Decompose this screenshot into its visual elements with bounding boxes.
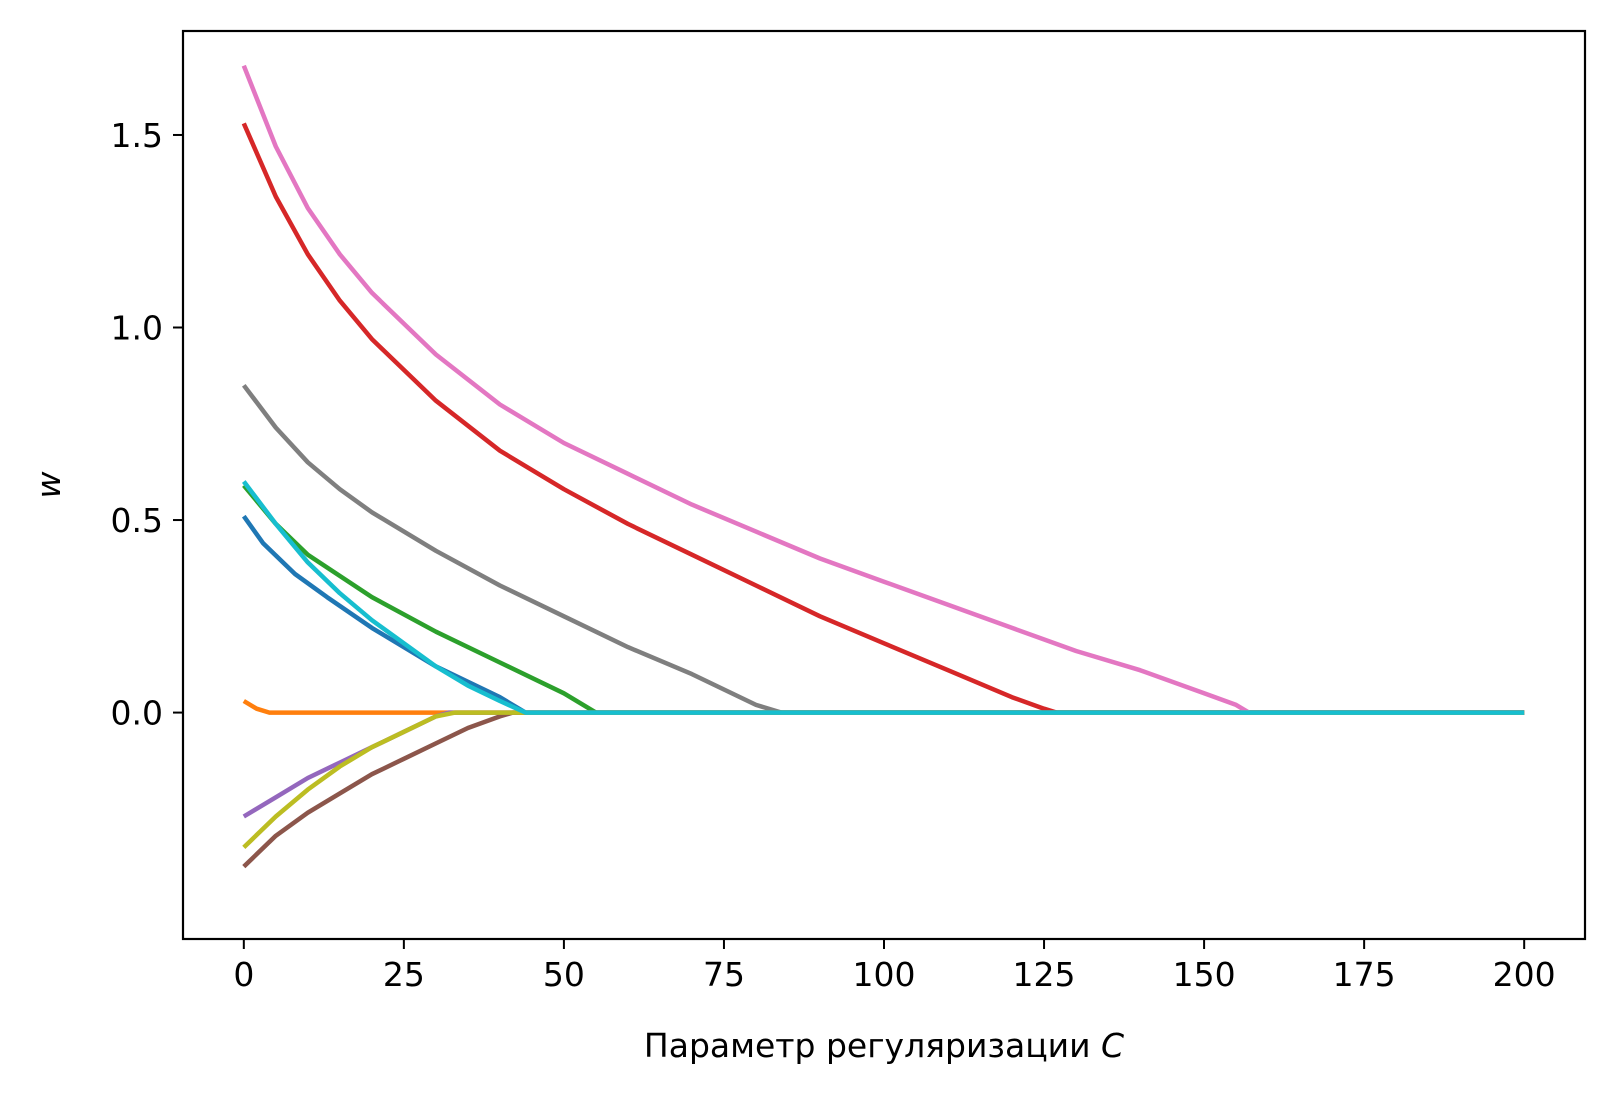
x-tick-label: 175 xyxy=(1333,955,1396,994)
series-line-6 xyxy=(242,710,1525,869)
x-tick-label: 100 xyxy=(853,955,916,994)
series-lines xyxy=(241,64,1525,869)
y-tick-label: 0.5 xyxy=(111,501,163,540)
x-tick-label: 200 xyxy=(1493,955,1556,994)
x-axis-label: Параметр регуляризации C xyxy=(644,1026,1124,1065)
x-tick-label: 50 xyxy=(543,955,585,994)
series-line-8 xyxy=(242,383,1525,715)
y-axis-label: w xyxy=(29,471,68,499)
series-line-7 xyxy=(241,64,1525,715)
x-tick-label: 125 xyxy=(1013,955,1076,994)
y-tick-label: 0.0 xyxy=(111,694,163,733)
y-tick-label: 1.5 xyxy=(111,116,163,155)
plot-frame xyxy=(181,29,1587,941)
series-line-4 xyxy=(241,122,1525,715)
series-line-1 xyxy=(241,514,1525,715)
y-axis-ticks: 0.0 0.5 1.0 1.5 xyxy=(111,116,183,733)
x-tick-label: 25 xyxy=(383,955,425,994)
x-tick-label: 150 xyxy=(1173,955,1236,994)
x-axis-ticks: 0 25 50 75 100 125 150 175 200 xyxy=(233,939,1556,994)
series-line-3 xyxy=(242,483,1525,715)
series-line-9 xyxy=(242,710,1525,850)
series-line-5 xyxy=(242,710,1525,819)
x-axis-label-variable: C xyxy=(1101,1026,1124,1065)
y-tick-label: 1.0 xyxy=(111,309,163,348)
x-tick-label: 0 xyxy=(233,955,254,994)
series-line-10 xyxy=(242,480,1525,715)
x-tick-label: 75 xyxy=(703,955,745,994)
x-axis-label-text: Параметр регуляризации xyxy=(644,1026,1101,1065)
